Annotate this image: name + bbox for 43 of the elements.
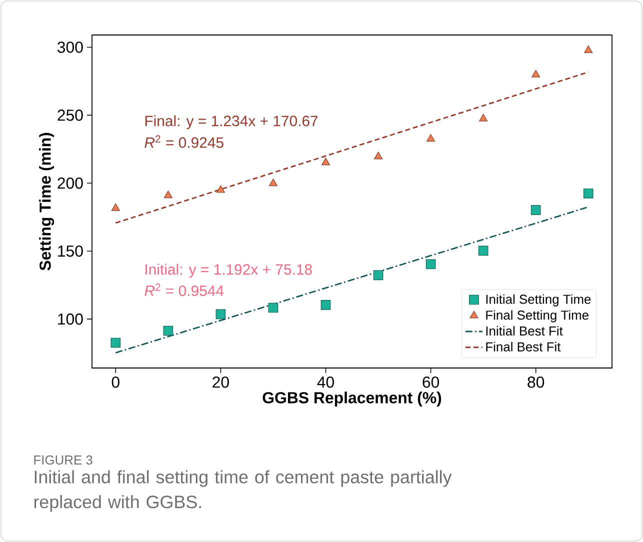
legend-label: Initial Setting Time bbox=[486, 294, 591, 306]
point bbox=[164, 190, 172, 198]
x-tick-label: 0 bbox=[112, 376, 120, 388]
x-tick-label: 60 bbox=[422, 376, 440, 388]
point bbox=[426, 134, 436, 142]
point bbox=[268, 302, 278, 313]
point bbox=[321, 158, 330, 166]
text: Initial and final setting time of cement paste partially replaced with GGBS. bbox=[34, 470, 452, 512]
y-tick-label: 100 bbox=[58, 313, 83, 325]
point bbox=[374, 152, 383, 160]
y-tick-label: 150 bbox=[58, 245, 83, 257]
point bbox=[163, 326, 174, 336]
legend-label: Final Best Fit bbox=[486, 342, 561, 352]
point bbox=[216, 309, 226, 320]
line-series bbox=[114, 206, 590, 354]
x-tick-label: 20 bbox=[212, 376, 229, 388]
annotation: R$^{2}$ = 0.9245 bbox=[144, 135, 224, 148]
point bbox=[584, 45, 593, 53]
point bbox=[216, 185, 225, 193]
y-tick-label: 300 bbox=[57, 42, 83, 53]
point bbox=[583, 188, 594, 198]
point bbox=[479, 114, 488, 122]
point bbox=[110, 338, 121, 348]
point bbox=[426, 259, 436, 270]
y-tick-label: 250 bbox=[58, 110, 83, 121]
annotation: R$^{2}$ = 0.9544 bbox=[144, 283, 224, 296]
annotation: Initial: y = 1.192x + 75.18 bbox=[146, 264, 312, 278]
caption: FIGURE 3 bbox=[34, 455, 92, 465]
x-tick-label: 40 bbox=[317, 376, 334, 388]
point bbox=[320, 300, 331, 310]
point bbox=[478, 246, 488, 256]
x-tick-label: 80 bbox=[528, 376, 544, 388]
point bbox=[530, 205, 541, 215]
legend-label: Final Setting Time bbox=[486, 310, 588, 322]
point bbox=[373, 270, 384, 280]
point bbox=[268, 178, 278, 186]
point bbox=[111, 203, 120, 211]
legend-label: Initial Best Fit bbox=[486, 326, 563, 336]
annotation: Final: y = 1.234x + 170.67 bbox=[145, 115, 318, 130]
y-axis-title: Setting Time (min) bbox=[39, 132, 54, 270]
point bbox=[532, 70, 540, 78]
x-axis-title: GGBS Replacement (%) bbox=[262, 392, 442, 407]
y-tick-label: 200 bbox=[58, 178, 83, 189]
